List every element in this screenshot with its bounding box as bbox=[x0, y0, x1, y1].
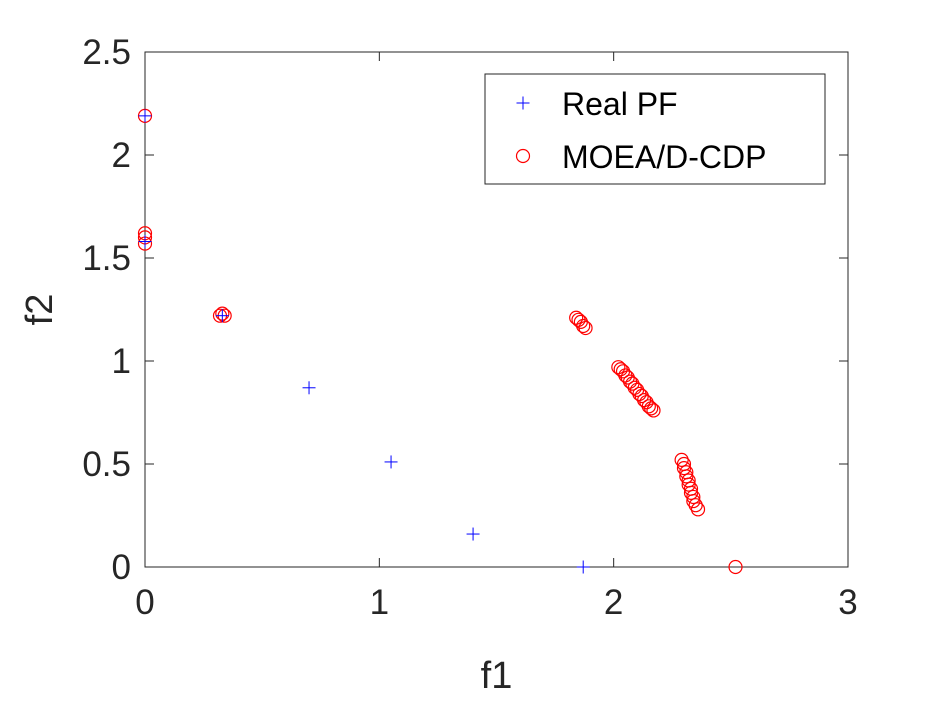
point-moead-cdp bbox=[644, 401, 659, 416]
legend: Real PF MOEA/D-CDP bbox=[484, 73, 826, 185]
legend-entry-moead-cdp: MOEA/D-CDP bbox=[515, 139, 766, 175]
point-moead-cdp bbox=[690, 502, 706, 517]
point-real-pf bbox=[215, 309, 229, 323]
point-moead-cdp bbox=[688, 498, 703, 513]
plot-frame bbox=[144, 51, 849, 568]
point-real-pf bbox=[576, 560, 590, 574]
point-real-pf bbox=[466, 527, 480, 541]
point-real-pf bbox=[384, 455, 398, 469]
plot-area-border bbox=[144, 51, 849, 568]
x-tick-label: 1 bbox=[370, 583, 389, 622]
x-tick-label: 0 bbox=[135, 583, 154, 622]
point-moead-cdp bbox=[569, 310, 584, 325]
y-tick-label: 0.5 bbox=[82, 445, 131, 484]
axis-ticks: 0 1 2 3 0 0.5 1 1.5 2 2.5 bbox=[82, 33, 857, 622]
point-real-pf bbox=[302, 381, 316, 395]
y-tick-label: 1 bbox=[112, 342, 131, 381]
legend-marker-plus bbox=[516, 96, 530, 110]
data-markers bbox=[137, 108, 743, 575]
point-moead-cdp bbox=[641, 399, 656, 414]
point-moead-cdp bbox=[728, 559, 743, 575]
x-tick-label: 3 bbox=[838, 583, 857, 622]
point-moead-cdp bbox=[578, 320, 593, 336]
point-moead-cdp bbox=[674, 452, 689, 467]
point-moead-cdp bbox=[676, 461, 692, 476]
series-real-pf bbox=[138, 109, 590, 574]
point-moead-cdp bbox=[646, 403, 661, 418]
y-axis-label: f2 bbox=[19, 294, 61, 326]
y-tick-label: 1.5 bbox=[82, 239, 131, 278]
legend-marker-circle bbox=[515, 148, 531, 164]
point-moead-cdp bbox=[611, 360, 626, 375]
x-axis-label: f1 bbox=[481, 655, 513, 697]
point-moead-cdp bbox=[683, 485, 699, 500]
point-real-pf bbox=[138, 235, 152, 249]
x-tick-label: 2 bbox=[604, 583, 623, 622]
point-moead-cdp bbox=[686, 493, 701, 509]
legend-box bbox=[484, 73, 826, 185]
point-moead-cdp bbox=[681, 477, 696, 492]
point-moead-cdp bbox=[576, 318, 591, 334]
legend-entry-real-pf: Real PF bbox=[516, 86, 678, 122]
point-moead-cdp bbox=[679, 469, 694, 484]
legend-label-real-pf: Real PF bbox=[562, 86, 678, 122]
legend-label-moead-cdp: MOEA/D-CDP bbox=[562, 139, 766, 175]
point-real-pf bbox=[138, 109, 152, 123]
point-moead-cdp bbox=[686, 489, 701, 505]
y-tick-label: 2.5 bbox=[82, 33, 131, 72]
y-tick-label: 2 bbox=[112, 136, 131, 175]
y-tick-label: 0 bbox=[112, 548, 131, 587]
